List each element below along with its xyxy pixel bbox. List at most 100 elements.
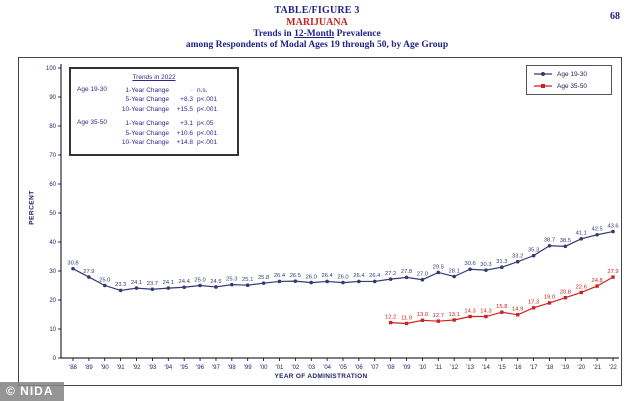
subtitle-underlined-part: 12-Month [294, 29, 335, 39]
svg-text:41.1: 41.1 [576, 231, 587, 237]
svg-text:24.8: 24.8 [591, 278, 602, 284]
svg-text:'19: '19 [561, 365, 569, 371]
chart-legend: Age 19-30 Age 35-50 [526, 65, 612, 95]
svg-text:'07: '07 [371, 365, 379, 371]
svg-text:25.3: 25.3 [226, 276, 237, 282]
svg-text:'95: '95 [180, 365, 188, 371]
svg-text:26.0: 26.0 [306, 274, 317, 280]
line-circle-marker-icon [534, 72, 552, 76]
svg-text:'06: '06 [355, 365, 363, 371]
svg-text:13.1: 13.1 [449, 312, 460, 318]
svg-text:'20: '20 [577, 365, 585, 371]
group-name: Age 19-30 [77, 86, 107, 93]
svg-text:27.8: 27.8 [401, 269, 412, 275]
svg-text:15.8: 15.8 [496, 304, 507, 310]
svg-text:40: 40 [49, 240, 56, 246]
svg-text:25.0: 25.0 [194, 277, 205, 283]
trend-label: 10-Year Change [121, 105, 169, 113]
svg-text:'00: '00 [260, 365, 268, 371]
svg-text:12.7: 12.7 [433, 313, 444, 319]
svg-text:'03: '03 [307, 365, 315, 371]
svg-text:19.0: 19.0 [544, 295, 555, 301]
trends-box-title: Trends in 2022 [132, 74, 176, 81]
svg-text:'10: '10 [418, 365, 426, 371]
y-axis-label: PERCENT [28, 190, 36, 225]
svg-text:42.5: 42.5 [591, 227, 602, 233]
svg-text:60: 60 [49, 182, 56, 188]
svg-text:28.1: 28.1 [449, 268, 460, 274]
svg-text:26.4: 26.4 [321, 273, 333, 279]
svg-text:'13: '13 [466, 365, 474, 371]
svg-text:10: 10 [49, 327, 56, 333]
svg-text:31.3: 31.3 [496, 259, 507, 265]
svg-text:27.2: 27.2 [385, 271, 396, 277]
svg-text:'21: '21 [593, 365, 601, 371]
page-number: 68 [610, 11, 620, 22]
svg-text:17.3: 17.3 [528, 300, 539, 306]
svg-text:'12: '12 [450, 365, 458, 371]
svg-text:'16: '16 [514, 365, 522, 371]
trend-row: 5-Year Change +10.6 p<.001 [115, 129, 231, 138]
svg-text:33.2: 33.2 [512, 254, 523, 260]
trend-value: +15.5 [176, 105, 193, 113]
trend-significance: p<.001 [197, 139, 218, 147]
subtitle-part: Prevalence [334, 29, 381, 39]
trend-label: 5-Year Change [125, 129, 170, 137]
trend-value: +10.6 [176, 129, 193, 137]
trends-group-age-35-50: Age 35-50 1-Year Change +3.1 p<.05 5-Year … [77, 119, 231, 147]
svg-text:'01: '01 [276, 365, 284, 371]
svg-text:43.6: 43.6 [607, 223, 618, 229]
svg-text:38.7: 38.7 [544, 238, 555, 244]
figure-header: TABLE/FIGURE 3 MARIJUANA Trends in 12-Mo… [0, 5, 634, 50]
svg-text:27.9: 27.9 [607, 269, 618, 275]
svg-text:'18: '18 [546, 365, 554, 371]
trend-value: +8.3 [180, 96, 193, 104]
legend-item-age-19-30: Age 19-30 [533, 70, 605, 78]
svg-text:26.0: 26.0 [337, 274, 348, 280]
svg-text:'94: '94 [164, 365, 172, 371]
trend-significance: p<.05 [197, 120, 214, 128]
trend-value: · [190, 87, 193, 94]
svg-text:38.5: 38.5 [560, 238, 571, 244]
trends-annotation-box: Trends in 2022 Age 19-30 1-Year Change · n… [69, 67, 239, 156]
svg-text:70: 70 [49, 153, 56, 159]
trend-row: 5-Year Change +8.3 p<.001 [115, 95, 231, 104]
group-name: Age 35-50 [77, 119, 107, 127]
trend-significance: p<.001 [197, 129, 218, 137]
svg-text:20.8: 20.8 [560, 289, 571, 295]
trend-label: 1-Year Change [125, 87, 170, 94]
svg-text:90: 90 [49, 95, 56, 101]
svg-text:14.3: 14.3 [480, 308, 491, 314]
svg-text:23.7: 23.7 [147, 281, 158, 287]
svg-text:'93: '93 [148, 365, 156, 371]
svg-text:'15: '15 [498, 365, 506, 371]
svg-text:'96: '96 [196, 365, 204, 371]
prevalence-line-chart: 0 10 20 30 40 50 60 70 80 90 100 '88 '89 '90 '91 '92 '93… [46, 64, 619, 371]
svg-text:'97: '97 [212, 365, 220, 371]
svg-text:'89: '89 [85, 365, 93, 371]
svg-text:'08: '08 [387, 365, 395, 371]
svg-text:0: 0 [53, 356, 57, 362]
svg-text:26.5: 26.5 [290, 273, 301, 279]
svg-text:27.0: 27.0 [417, 272, 428, 278]
svg-text:24.5: 24.5 [210, 279, 221, 285]
trend-label: 5-Year Change [125, 96, 170, 104]
trend-significance: n.s. [197, 87, 208, 94]
group-rows: 1-Year Change · n.s. 5-Year Change +8.3 p<.0… [115, 86, 231, 114]
svg-text:24.1: 24.1 [163, 280, 174, 286]
nida-watermark: © NIDA [0, 382, 64, 401]
trend-row: 10-Year Change +14.8 p<.001 [115, 138, 231, 147]
svg-text:30.6: 30.6 [464, 261, 475, 267]
svg-text:11.9: 11.9 [401, 315, 412, 321]
legend-label: Age 35-50 [557, 82, 587, 90]
svg-text:'14: '14 [482, 365, 490, 371]
svg-text:13.0: 13.0 [417, 312, 428, 318]
svg-text:30.8: 30.8 [67, 260, 78, 266]
svg-text:50: 50 [49, 211, 56, 217]
svg-text:26.4: 26.4 [369, 273, 381, 279]
svg-text:'04: '04 [323, 365, 331, 371]
svg-text:30: 30 [49, 269, 56, 275]
svg-text:25.0: 25.0 [99, 277, 110, 283]
svg-text:'09: '09 [403, 365, 411, 371]
x-axis-label: YEAR OF ADMINISTRATION [274, 373, 368, 380]
